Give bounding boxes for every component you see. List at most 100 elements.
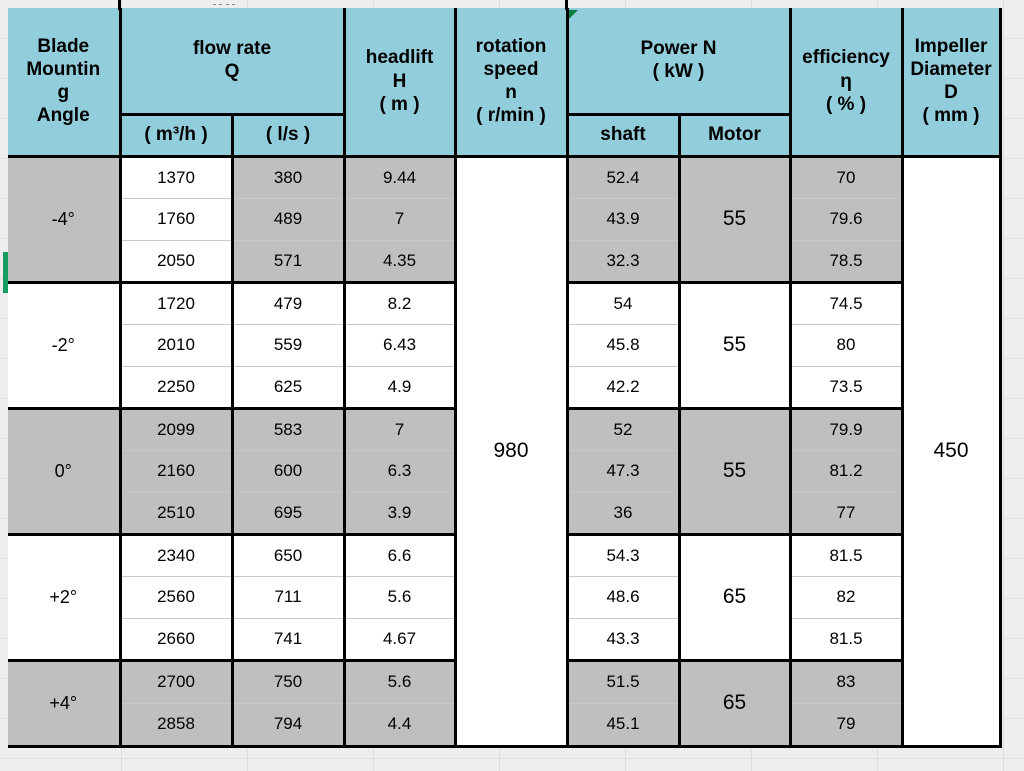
cell-headlift[interactable]: 8.2 [342,280,457,324]
cell-flow-m3h[interactable]: 2510 [118,491,234,534]
header-flow-ls-unit[interactable]: ( l/s ) [230,112,346,158]
cell-headlift[interactable]: 6.3 [342,449,457,492]
header-flow-rate[interactable]: flow rate Q [118,8,346,116]
cell-efficiency[interactable]: 70 [788,154,904,198]
cell-rotation-speed[interactable]: 980 [453,154,569,748]
header-power-shaft[interactable]: shaft [565,112,681,158]
cell-motor-power[interactable]: 55 [677,406,792,536]
cell-efficiency[interactable]: 77 [788,491,904,534]
cell-headlift[interactable]: 9.44 [342,154,457,198]
cell-flow-ls[interactable]: 600 [230,449,346,492]
cell-flow-m3h[interactable]: 2010 [118,323,234,366]
cell-headlift[interactable]: 7 [342,197,457,240]
cell-headlift[interactable]: 4.4 [342,702,457,748]
cell-shaft-power[interactable]: 51.5 [565,658,681,703]
cell-blade-angle[interactable]: -4° [8,154,122,284]
cell-headlift[interactable]: 4.67 [342,617,457,660]
cell-flow-ls[interactable]: 625 [230,365,346,408]
cell-flow-m3h[interactable]: 2099 [118,406,234,450]
cell-efficiency[interactable]: 80 [788,323,904,366]
cell-headlift[interactable]: 6.6 [342,532,457,576]
cell-motor-power[interactable]: 65 [677,532,792,662]
cell-flow-ls[interactable]: 750 [230,658,346,703]
cell-efficiency[interactable]: 74.5 [788,280,904,324]
cell-motor-power[interactable]: 55 [677,154,792,284]
header-power[interactable]: Power N ( kW ) [565,8,792,116]
cell-flow-m3h[interactable]: 2340 [118,532,234,576]
cell-shaft-power[interactable]: 42.2 [565,365,681,408]
selection-marker [3,252,8,293]
header-flow-m3h-unit[interactable]: ( m³/h ) [118,112,234,158]
cell-headlift[interactable]: 3.9 [342,491,457,534]
cell-headlift[interactable]: 5.6 [342,575,457,618]
cell-shaft-power[interactable]: 45.1 [565,702,681,748]
pump-spec-table: Blade Mountin g Angle flow rate Q headli… [8,8,1002,748]
clipped-text-artifact [213,0,253,5]
cell-efficiency[interactable]: 79 [788,702,904,748]
cell-headlift[interactable]: 5.6 [342,658,457,703]
cell-shaft-power[interactable]: 32.3 [565,239,681,282]
column-border-tick [565,0,568,10]
cell-shaft-power[interactable]: 36 [565,491,681,534]
cell-flow-ls[interactable]: 479 [230,280,346,324]
header-rotation-speed[interactable]: rotation speed n ( r/min ) [453,8,569,158]
cell-headlift[interactable]: 6.43 [342,323,457,366]
cell-efficiency[interactable]: 81.2 [788,449,904,492]
cell-efficiency[interactable]: 82 [788,575,904,618]
cell-flow-ls[interactable]: 380 [230,154,346,198]
cell-flow-ls[interactable]: 559 [230,323,346,366]
cell-shaft-power[interactable]: 48.6 [565,575,681,618]
header-impeller-diameter[interactable]: Impeller Diameter D ( mm ) [900,8,1002,158]
cell-shaft-power[interactable]: 52.4 [565,154,681,198]
cell-flow-m3h[interactable]: 2250 [118,365,234,408]
cell-headlift[interactable]: 7 [342,406,457,450]
cell-headlift[interactable]: 4.9 [342,365,457,408]
cell-blade-angle[interactable]: +4° [8,658,122,748]
cell-blade-angle[interactable]: +2° [8,532,122,662]
cell-flow-ls[interactable]: 794 [230,702,346,748]
cell-flow-m3h[interactable]: 2560 [118,575,234,618]
header-power-motor[interactable]: Motor [677,112,792,158]
column-border-tick [118,0,121,10]
cell-efficiency[interactable]: 83 [788,658,904,703]
cell-efficiency[interactable]: 79.6 [788,197,904,240]
cell-shaft-power[interactable]: 43.9 [565,197,681,240]
cell-shaft-power[interactable]: 54 [565,280,681,324]
header-blade-angle[interactable]: Blade Mountin g Angle [8,8,122,158]
cell-shaft-power[interactable]: 47.3 [565,449,681,492]
cell-flow-ls[interactable]: 571 [230,239,346,282]
cell-flow-ls[interactable]: 489 [230,197,346,240]
cell-blade-angle[interactable]: -2° [8,280,122,410]
cell-flow-m3h[interactable]: 2858 [118,702,234,748]
cell-shaft-power[interactable]: 43.3 [565,617,681,660]
cell-flow-m3h[interactable]: 2050 [118,239,234,282]
cell-shaft-power[interactable]: 52 [565,406,681,450]
header-headlift[interactable]: headlift H ( m ) [342,8,457,158]
cell-flow-ls[interactable]: 695 [230,491,346,534]
cell-efficiency[interactable]: 78.5 [788,239,904,282]
cell-efficiency[interactable]: 73.5 [788,365,904,408]
cell-flow-ls[interactable]: 741 [230,617,346,660]
cell-flow-m3h[interactable]: 1760 [118,197,234,240]
cell-efficiency[interactable]: 81.5 [788,532,904,576]
cell-flow-m3h[interactable]: 2700 [118,658,234,703]
cell-flow-m3h[interactable]: 2660 [118,617,234,660]
cell-flow-ls[interactable]: 711 [230,575,346,618]
cell-flow-ls[interactable]: 583 [230,406,346,450]
header-efficiency[interactable]: efficiency η ( % ) [788,8,904,158]
cell-blade-angle[interactable]: 0° [8,406,122,536]
spreadsheet-grid: Blade Mountin g Angle flow rate Q headli… [8,8,1002,748]
cell-flow-m3h[interactable]: 2160 [118,449,234,492]
cell-motor-power[interactable]: 65 [677,658,792,748]
cell-efficiency[interactable]: 81.5 [788,617,904,660]
cell-motor-power[interactable]: 55 [677,280,792,410]
cell-impeller-diameter[interactable]: 450 [900,154,1002,748]
cell-efficiency[interactable]: 79.9 [788,406,904,450]
cell-flow-m3h[interactable]: 1720 [118,280,234,324]
cell-shaft-power[interactable]: 54.3 [565,532,681,576]
cell-error-indicator-icon [569,10,578,19]
cell-headlift[interactable]: 4.35 [342,239,457,282]
cell-flow-m3h[interactable]: 1370 [118,154,234,198]
cell-flow-ls[interactable]: 650 [230,532,346,576]
cell-shaft-power[interactable]: 45.8 [565,323,681,366]
